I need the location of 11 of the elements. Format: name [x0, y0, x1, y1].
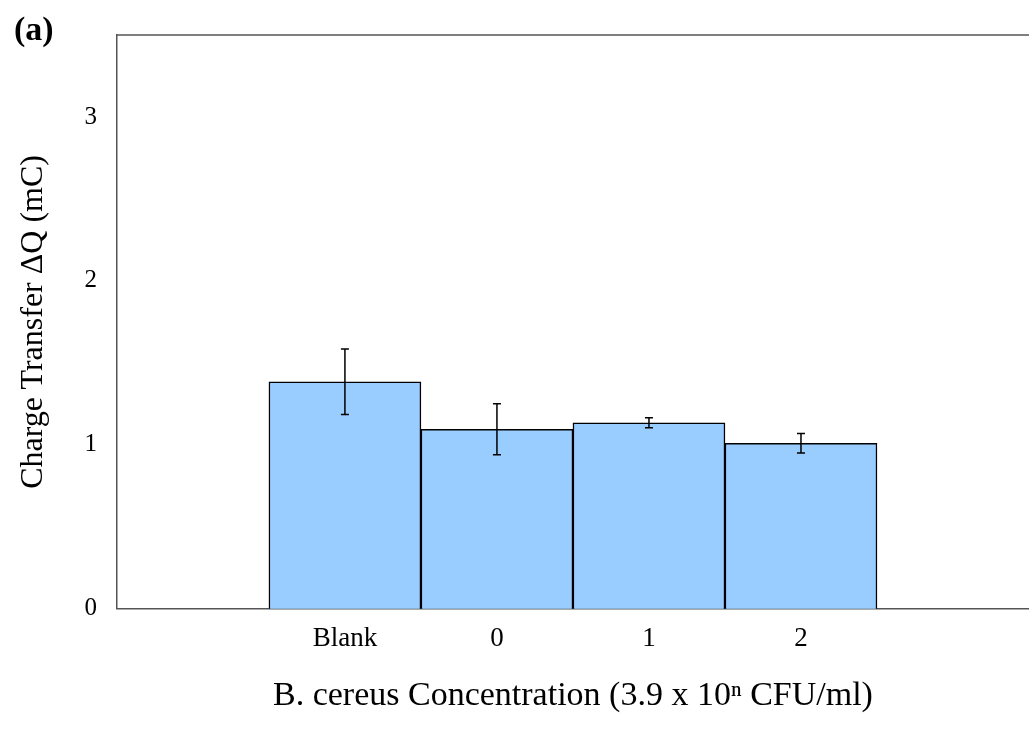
x-tick-label: 1	[642, 622, 656, 653]
y-tick-label: 3	[84, 101, 97, 129]
x-axis-title: B. cereus Concentration (3.9 x 10ⁿ CFU/ml)	[272, 674, 873, 713]
x-tick-label: Blank	[312, 622, 378, 653]
y-tick-label: 0	[84, 593, 97, 621]
y-tick-label: 1	[84, 429, 97, 457]
x-tick-label: 0	[490, 622, 504, 653]
x-tick-label: 2	[794, 622, 808, 653]
text: (a)	[14, 10, 54, 48]
y-tick-label: 2	[84, 265, 97, 293]
y-axis-title: Charge Transfer ΔQ (mC)	[12, 155, 49, 489]
